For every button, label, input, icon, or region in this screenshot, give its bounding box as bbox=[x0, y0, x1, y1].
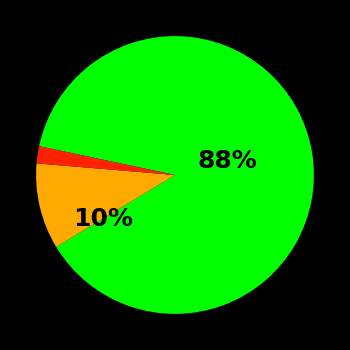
Text: 10%: 10% bbox=[73, 208, 133, 231]
Wedge shape bbox=[37, 146, 175, 175]
Wedge shape bbox=[39, 36, 314, 314]
Text: 88%: 88% bbox=[198, 149, 258, 173]
Wedge shape bbox=[36, 163, 175, 247]
